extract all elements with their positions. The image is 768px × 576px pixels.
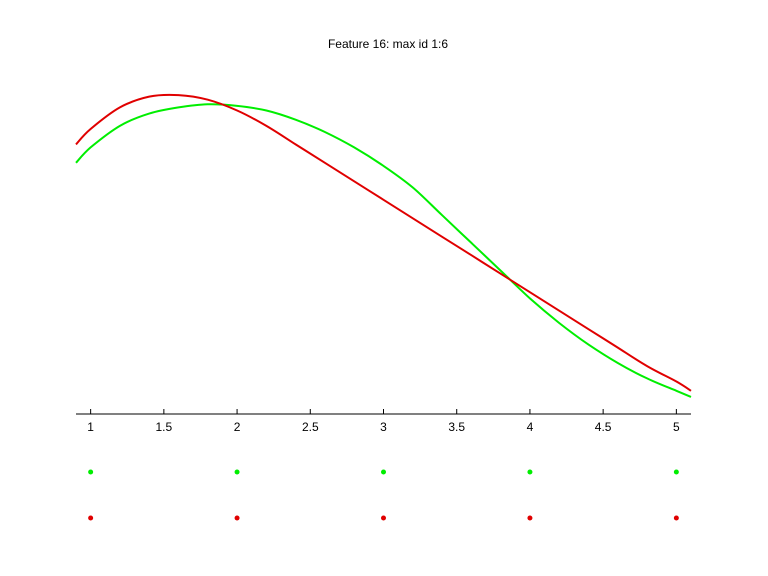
marker-dot bbox=[234, 469, 240, 475]
marker-dot bbox=[527, 515, 533, 521]
x-tick-label: 3.5 bbox=[448, 420, 465, 434]
x-tick-label: 4.5 bbox=[595, 420, 612, 434]
marker-dot bbox=[673, 469, 679, 475]
marker-dot bbox=[381, 515, 386, 521]
x-axis: 1 1.5 2 2.5 3 3.5 4 4.5 5 bbox=[76, 409, 691, 434]
marker-dot bbox=[381, 469, 386, 475]
plot-area bbox=[75, 93, 692, 398]
marker-dot bbox=[234, 515, 240, 521]
x-tick-label: 2 bbox=[234, 420, 241, 434]
x-tick-label: 2.5 bbox=[302, 420, 319, 434]
marker-dot bbox=[527, 469, 533, 475]
series-line-2 bbox=[75, 93, 692, 392]
x-tick-label: 1.5 bbox=[156, 420, 173, 434]
x-tick-label: 3 bbox=[380, 420, 387, 434]
marker-dot bbox=[88, 515, 94, 521]
marker-dot bbox=[88, 469, 94, 475]
series-line-1 bbox=[75, 103, 692, 398]
x-tick-label: 1 bbox=[87, 420, 94, 434]
marker-dot bbox=[673, 515, 679, 521]
x-tick-label: 5 bbox=[673, 420, 680, 434]
x-tick-label: 4 bbox=[527, 420, 534, 434]
chart-title: Feature 16: max id 1:6 bbox=[328, 37, 448, 51]
marker-rows bbox=[88, 469, 679, 521]
